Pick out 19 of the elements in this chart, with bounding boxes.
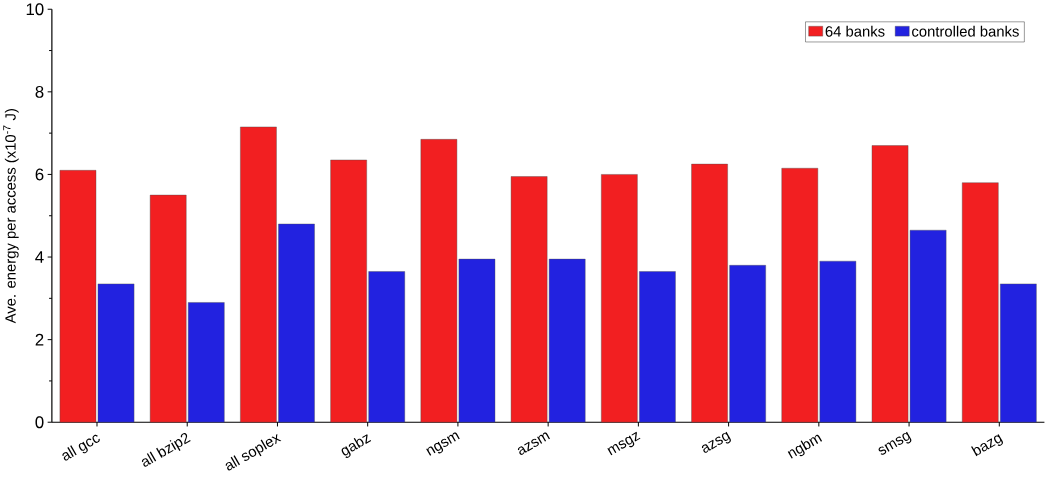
legend-label: controlled banks (912, 25, 1019, 37)
x-tick-label: ngsm (426, 432, 460, 456)
x-tick-label: smsg (878, 432, 912, 456)
y-axis-title: Ave. energy per access (x10$^{-7}$ J) (3, 109, 19, 324)
y-tick-label: 8 (35, 86, 44, 98)
y-tick-label: 0 (35, 416, 44, 429)
legend-label: 64 banks (825, 25, 885, 37)
y-tick-label: 4 (35, 251, 44, 264)
y-tick-label: 6 (35, 168, 44, 181)
x-tick-label: ngbm (787, 435, 823, 459)
x-tick-label: azsm (517, 432, 550, 456)
x-tick-label: all gcc (62, 435, 100, 461)
y-tick-label: 2 (35, 333, 44, 346)
x-tick-label: bazg (971, 434, 1004, 457)
x-tick-label: gabz (341, 434, 372, 459)
x-tick-label: azsg (701, 432, 731, 454)
x-tick-label: msgz (607, 432, 641, 456)
y-tick-label: 10 (26, 3, 44, 16)
x-tick-label: all bzip2 (141, 433, 191, 467)
